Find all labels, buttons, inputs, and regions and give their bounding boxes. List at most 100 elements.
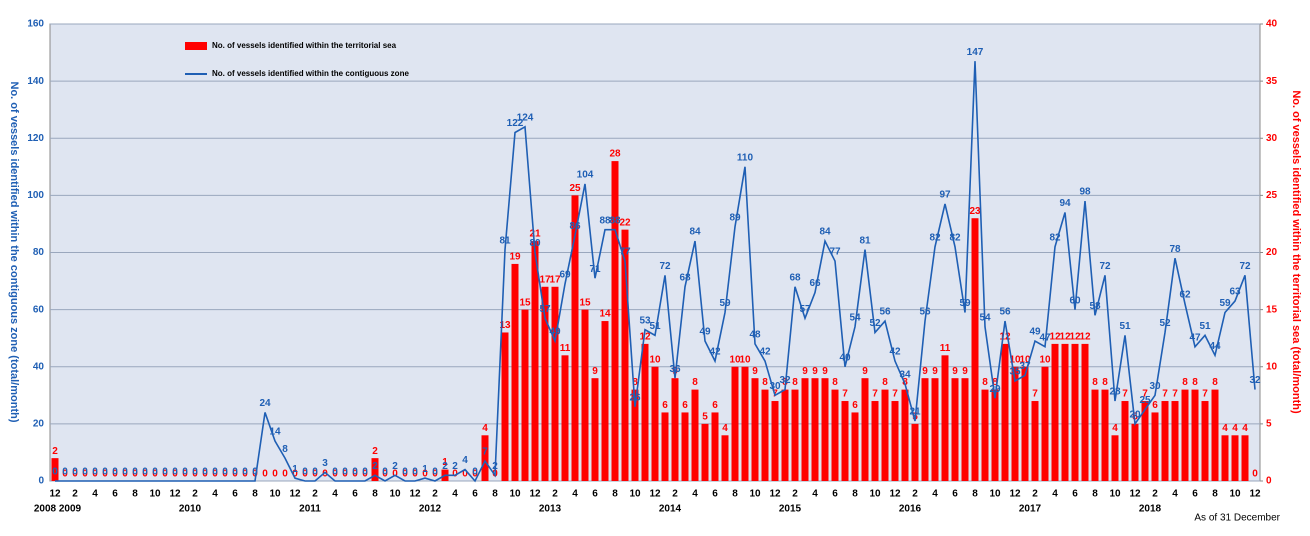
x-tick-label: 12 xyxy=(649,489,661,500)
bar-value-label: 0 xyxy=(332,469,338,480)
bar-value-label: 0 xyxy=(92,469,98,480)
bar-value-label: 4 xyxy=(482,423,488,434)
bar xyxy=(931,378,939,481)
line-value-label: 78 xyxy=(1169,244,1181,255)
bar-value-label: 0 xyxy=(212,469,218,480)
x-tick-label: 4 xyxy=(1052,489,1058,500)
bar-value-label: 19 xyxy=(509,252,521,263)
line-value-label: 0 xyxy=(252,467,258,478)
line-value-label: 37 xyxy=(1019,361,1031,372)
line-value-label: 63 xyxy=(1229,287,1241,298)
x-tick-label: 2 xyxy=(432,489,438,500)
bar-value-label: 0 xyxy=(172,469,178,480)
y2-axis-title: No. of vessels identified within the ter… xyxy=(1290,90,1302,414)
bar-value-label: 0 xyxy=(122,469,128,480)
line-value-label: 2 xyxy=(372,461,378,472)
bar-value-label: 0 xyxy=(222,469,228,480)
x-tick-label: 4 xyxy=(812,489,818,500)
x-tick-label: 10 xyxy=(749,489,761,500)
legend-label: No. of vessels identified within the con… xyxy=(212,69,409,78)
bar-value-label: 0 xyxy=(262,469,268,480)
y-tick-label: 100 xyxy=(27,190,44,201)
bar xyxy=(1241,435,1249,481)
line-value-label: 59 xyxy=(1219,298,1231,309)
bar xyxy=(901,389,909,481)
x-tick-label: 8 xyxy=(972,489,978,500)
bar-value-label: 12 xyxy=(999,332,1011,343)
line-value-label: 69 xyxy=(559,270,571,281)
line-value-label: 47 xyxy=(1189,332,1201,343)
bar xyxy=(981,389,989,481)
line-value-label: 51 xyxy=(1199,321,1211,332)
bar xyxy=(1171,401,1179,481)
bar-value-label: 9 xyxy=(752,366,758,377)
bar-value-label: 10 xyxy=(729,354,741,365)
bar-value-label: 10 xyxy=(1019,354,1031,365)
bar xyxy=(521,309,529,481)
line-value-label: 42 xyxy=(889,347,901,358)
bar-value-label: 28 xyxy=(609,149,621,160)
bar-value-label: 0 xyxy=(462,469,468,480)
year-label: 2015 xyxy=(779,504,802,515)
bar-value-label: 8 xyxy=(982,377,988,388)
bar-value-label: 0 xyxy=(412,469,418,480)
line-value-label: 20 xyxy=(1129,410,1141,421)
bar xyxy=(751,378,759,481)
bar xyxy=(1111,435,1119,481)
line-value-label: 0 xyxy=(182,467,188,478)
line-value-label: 36 xyxy=(669,364,681,375)
bar-value-label: 12 xyxy=(1059,332,1071,343)
year-label: 2016 xyxy=(899,504,922,515)
bar xyxy=(741,366,749,481)
y2-tick-label: 5 xyxy=(1266,419,1272,430)
bar xyxy=(1191,389,1199,481)
bar-value-label: 0 xyxy=(232,469,238,480)
x-tick-label: 4 xyxy=(572,489,578,500)
x-tick-label: 8 xyxy=(252,489,258,500)
bar-value-label: 9 xyxy=(962,366,968,377)
x-tick-label: 8 xyxy=(492,489,498,500)
x-tick-label: 6 xyxy=(832,489,838,500)
bar-value-label: 0 xyxy=(292,469,298,480)
line-value-label: 21 xyxy=(909,407,921,418)
line-value-label: 82 xyxy=(929,232,941,243)
x-tick-label: 8 xyxy=(612,489,618,500)
year-label: 2009 xyxy=(59,504,82,515)
line-value-label: 0 xyxy=(342,467,348,478)
bar-value-label: 9 xyxy=(592,366,598,377)
line-value-label: 0 xyxy=(172,467,178,478)
bar-value-label: 0 xyxy=(152,469,158,480)
line-value-label: 3 xyxy=(322,458,328,469)
bar-value-label: 0 xyxy=(382,469,388,480)
bar xyxy=(541,286,549,481)
line-value-label: 59 xyxy=(959,298,971,309)
bar-value-label: 1 xyxy=(442,457,448,468)
bar-value-label: 7 xyxy=(892,389,898,400)
line-value-label: 72 xyxy=(1099,261,1111,272)
bar-value-label: 15 xyxy=(519,297,531,308)
bar-value-label: 0 xyxy=(132,469,138,480)
year-label: 2018 xyxy=(1139,504,1162,515)
line-value-label: 66 xyxy=(809,278,821,289)
bar xyxy=(961,378,969,481)
line-value-label: 44 xyxy=(1209,341,1221,352)
line-value-label: 0 xyxy=(82,467,88,478)
line-value-label: 51 xyxy=(649,321,661,332)
bar-value-label: 9 xyxy=(952,366,958,377)
line-value-label: 72 xyxy=(1239,261,1251,272)
line-value-label: 52 xyxy=(1159,318,1171,329)
line-value-label: 80 xyxy=(529,238,541,249)
bar-value-label: 6 xyxy=(662,400,668,411)
bar-value-label: 12 xyxy=(1079,332,1091,343)
x-tick-label: 10 xyxy=(509,489,521,500)
line-value-label: 82 xyxy=(949,232,961,243)
line-value-label: 57 xyxy=(539,304,551,315)
legend-label: No. of vessels identified within the ter… xyxy=(212,41,397,50)
line-value-label: 54 xyxy=(979,312,991,323)
bar-value-label: 8 xyxy=(1092,377,1098,388)
bar xyxy=(661,412,669,481)
bar xyxy=(671,378,679,481)
x-tick-label: 2 xyxy=(672,489,678,500)
bar-value-label: 7 xyxy=(842,389,848,400)
year-label: 2014 xyxy=(659,504,682,515)
